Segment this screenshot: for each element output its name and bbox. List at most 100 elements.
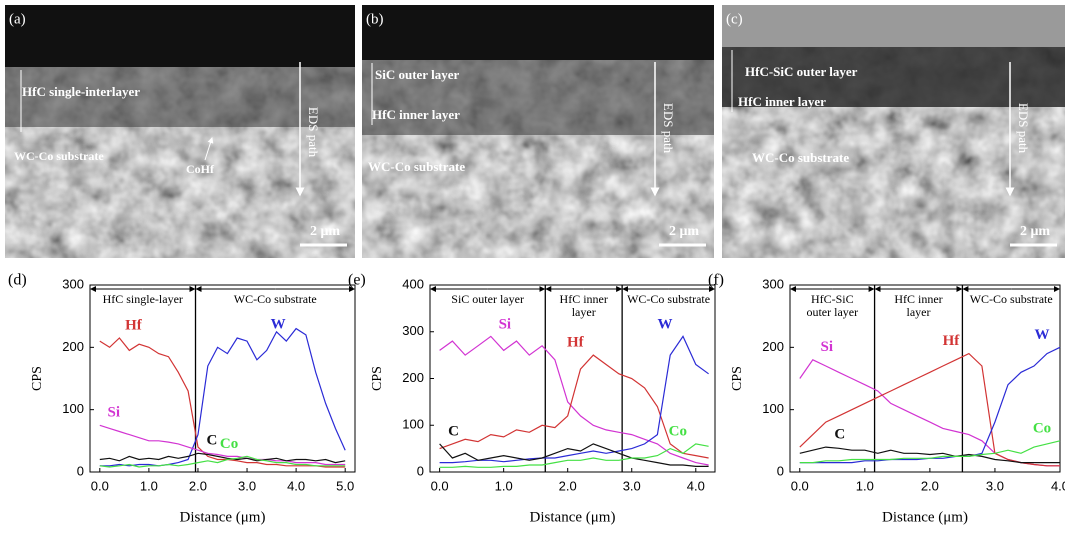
region-label: HfC inner [560, 292, 608, 306]
panel-label: (e) [348, 272, 366, 289]
y-tick-label: 200 [402, 370, 424, 385]
region-label: HfC-SiC [811, 292, 854, 306]
x-axis-label: Distance (μm) [180, 509, 266, 525]
x-tick-label: 4.0 [287, 478, 305, 493]
y-tick-label: 100 [402, 417, 424, 432]
series-label: C [448, 423, 459, 439]
image-label: HfC-SiC outer layer [745, 64, 858, 79]
coating-top [722, 5, 1065, 47]
data-line [439, 354, 709, 459]
x-tick-label: 2.0 [189, 478, 207, 493]
region-label: HfC single-layer [103, 292, 183, 306]
series-label: Hf [943, 333, 961, 349]
data-line [99, 337, 346, 468]
plot-frame [789, 284, 1061, 473]
data-line [99, 452, 346, 464]
series-label: Si [108, 405, 121, 421]
y-tick-label: 100 [62, 401, 84, 416]
series-label: C [207, 433, 218, 449]
x-tick-label: 0.0 [91, 478, 109, 493]
data-line [99, 424, 346, 466]
data-line [439, 443, 709, 467]
x-tick-label: 1.0 [140, 478, 158, 493]
panel-label: (c) [726, 11, 743, 27]
panel-label: (a) [9, 11, 26, 27]
image-label: SiC outer layer [375, 67, 459, 82]
series-label: W [657, 316, 672, 332]
region-label: layer [572, 305, 596, 319]
cohf-arrow [204, 137, 214, 161]
y-tick-label: 200 [62, 339, 84, 354]
x-axis-label: Distance (μm) [530, 509, 616, 525]
x-tick-label: 5.0 [336, 478, 354, 493]
x-tick-label: 0.0 [431, 478, 449, 493]
x-tick-label: 3.0 [238, 478, 256, 493]
series-label: Co [220, 436, 238, 452]
data-line [439, 335, 709, 464]
series-label: W [271, 316, 286, 332]
data-line [799, 352, 1060, 467]
plot-frame [89, 284, 356, 473]
image-label: HfC inner layer [372, 107, 460, 122]
data-line [799, 446, 1060, 464]
region-label: layer [907, 305, 931, 319]
scale-label: 2 μm [669, 224, 699, 239]
series-label: Co [1033, 420, 1051, 436]
y-tick-label: 300 [62, 276, 84, 291]
eds-label: EDS path [1016, 103, 1031, 154]
series-label: Hf [567, 335, 585, 351]
x-tick-label: 2.0 [921, 478, 939, 493]
y-tick-label: 300 [762, 276, 784, 291]
y-tick-label: 100 [762, 401, 784, 416]
scale-label: 2 μm [310, 224, 340, 239]
image-label: HfC single-interlayer [22, 84, 140, 99]
y-axis-label: CPS [30, 366, 45, 391]
region-label: HfC inner [894, 292, 942, 306]
scale-label: 2 μm [1020, 224, 1050, 239]
eds-label: EDS path [306, 107, 321, 158]
image-label: WC-Co substrate [14, 149, 104, 163]
y-axis-label: CPS [730, 366, 745, 391]
y-tick-label: 0 [777, 463, 784, 478]
x-tick-label: 0.0 [791, 478, 809, 493]
series-label: Co [669, 423, 687, 439]
panel-label: (b) [366, 11, 384, 27]
image-label: WC-Co substrate [752, 150, 849, 165]
data-line [799, 346, 1061, 464]
data-line [799, 359, 1060, 467]
data-line [99, 327, 346, 467]
x-tick-label: 2.0 [559, 478, 577, 493]
data-line [99, 455, 346, 468]
coating-top [362, 5, 714, 60]
panel-label: (d) [8, 272, 27, 289]
x-tick-label: 1.0 [495, 478, 513, 493]
eds-label: EDS path [661, 103, 676, 154]
image-label: HfC inner layer [738, 94, 826, 109]
y-tick-label: 0 [417, 463, 424, 478]
y-tick-label: 0 [77, 463, 84, 478]
coating-top [5, 5, 355, 67]
series-label: Si [499, 316, 512, 332]
y-tick-label: 300 [402, 323, 424, 338]
x-tick-label: 4.0 [687, 478, 705, 493]
series-label: Hf [125, 317, 143, 333]
x-tick-label: 4.0 [1051, 478, 1065, 493]
coating-layer [5, 67, 355, 127]
image-label: CoHf [186, 162, 215, 176]
data-line [439, 443, 709, 468]
coating-dark [722, 47, 1065, 107]
region-label: outer layer [806, 305, 858, 319]
region-label: WC-Co substrate [970, 292, 1053, 306]
region-label: SiC outer layer [451, 292, 524, 306]
y-tick-label: 400 [402, 276, 424, 291]
x-axis-label: Distance (μm) [882, 509, 968, 525]
region-label: WC-Co substrate [234, 292, 317, 306]
y-axis-label: CPS [370, 366, 385, 391]
data-line [799, 440, 1061, 464]
x-tick-label: 3.0 [986, 478, 1004, 493]
y-tick-label: 200 [762, 339, 784, 354]
series-label: Si [821, 339, 834, 355]
x-tick-label: 3.0 [623, 478, 641, 493]
